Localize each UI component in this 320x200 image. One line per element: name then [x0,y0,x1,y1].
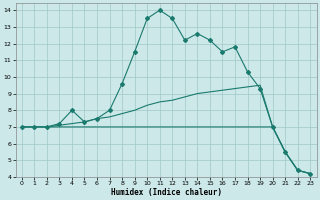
X-axis label: Humidex (Indice chaleur): Humidex (Indice chaleur) [110,188,221,197]
